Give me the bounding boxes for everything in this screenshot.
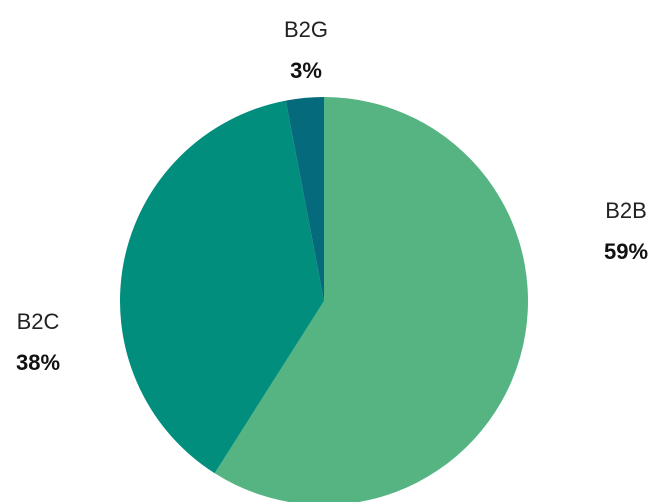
- category-label-b2g: B2G: [284, 17, 328, 42]
- pie-slices: [119, 96, 528, 502]
- value-label-b2g: 3%: [290, 58, 322, 83]
- value-label-b2b: 59%: [604, 239, 648, 264]
- slice-labels: B2B 59% B2C 38% B2G 3%: [16, 17, 648, 375]
- pie-slice-b2c: [119, 100, 324, 474]
- category-label-b2c: B2C: [17, 309, 60, 334]
- pie-slice-b2g: [285, 96, 324, 301]
- value-label-b2c: 38%: [16, 350, 60, 375]
- category-label-b2b: B2B: [605, 198, 647, 223]
- pie-slice-b2b: [214, 97, 528, 502]
